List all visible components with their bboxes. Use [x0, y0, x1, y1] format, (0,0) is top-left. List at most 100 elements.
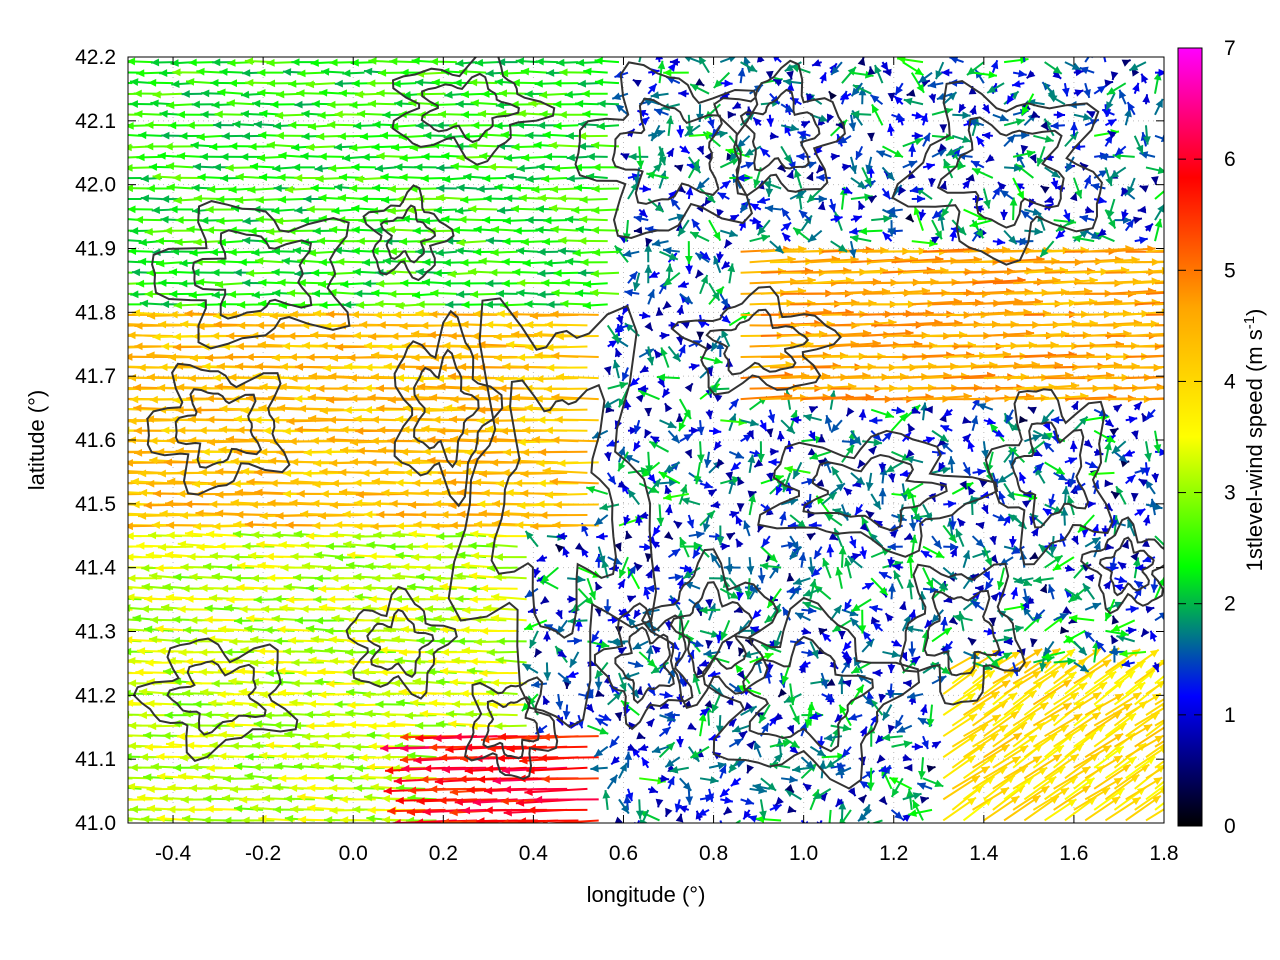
wind-arrow-head	[848, 713, 858, 721]
wind-arrow-head	[966, 755, 976, 764]
wind-arrow-head	[181, 814, 191, 823]
wind-arrow-head	[926, 765, 936, 773]
wind-arrow-head	[811, 649, 819, 659]
wind-arrow-head	[382, 689, 391, 698]
wind-arrow-head	[400, 625, 409, 634]
wind-arrow-head	[159, 794, 168, 803]
wind-arrow-head	[1170, 352, 1178, 360]
wind-arrow-head	[991, 714, 1001, 723]
wind-arrow-head	[167, 783, 176, 792]
wind-arrow-head	[476, 775, 486, 784]
wind-arrow-head	[277, 625, 286, 634]
wind-arrow-head	[329, 657, 339, 666]
wind-arrow-head	[253, 595, 262, 604]
wind-arrow-head	[318, 603, 328, 612]
wind-arrow-shaft	[128, 482, 133, 485]
wind-arrow-shaft	[1154, 698, 1164, 706]
wind-arrow-head	[137, 793, 146, 802]
wind-arrow-head	[244, 772, 253, 781]
wind-arrow-head	[383, 786, 392, 795]
wind-arrow-head	[719, 765, 727, 775]
wind-arrow-shaft	[485, 766, 547, 771]
wind-arrow-head	[619, 682, 627, 692]
wind-arrow-head	[297, 815, 307, 823]
wind-arrow-head	[1130, 605, 1139, 614]
wind-arrow-head	[820, 679, 828, 689]
wind-arrow-head	[416, 636, 425, 645]
wind-arrow-head	[614, 711, 623, 721]
wind-arrow-head	[329, 806, 338, 815]
wind-arrow-head	[834, 713, 844, 723]
wind-arrow-head	[449, 678, 458, 687]
wind-arrow-head	[201, 772, 211, 781]
wind-arrow-head	[145, 658, 154, 667]
wind-arrow-head	[752, 783, 762, 791]
wind-arrow-head	[622, 672, 632, 680]
wind-arrow-head	[250, 783, 259, 791]
wind-arrow-shaft	[539, 819, 599, 823]
wind-arrow-head	[878, 795, 887, 805]
wind-arrow-head	[717, 761, 727, 770]
wind-arrow-head	[98, 647, 106, 655]
wind-arrow-head	[1132, 692, 1142, 701]
wind-arrow-head	[345, 753, 354, 762]
wind-arrow-head	[914, 742, 923, 751]
wind-arrow-head	[1031, 671, 1041, 679]
wind-arrow-head	[664, 710, 673, 719]
wind-arrow-head	[416, 797, 425, 806]
wind-arrow-head	[105, 416, 113, 424]
wind-arrow-head	[1047, 584, 1056, 594]
wind-arrow-head	[466, 786, 475, 794]
wind-arrow-head	[144, 595, 153, 603]
wind-arrow-head	[464, 743, 473, 752]
wind-arrow-head	[529, 639, 537, 649]
wind-arrow-head	[1073, 713, 1083, 722]
wind-arrow-head	[262, 731, 271, 740]
wind-arrow-shaft	[438, 798, 498, 802]
wind-arrow-head	[490, 678, 500, 687]
wind-arrow-head	[146, 785, 155, 794]
wind-arrow-head	[162, 667, 172, 676]
wind-arrow-head	[944, 642, 953, 652]
wind-arrow-head	[917, 782, 927, 790]
wind-arrow-head	[324, 793, 334, 802]
wind-arrow-head	[128, 721, 137, 730]
wind-arrow-head	[519, 756, 528, 765]
wind-arrow-head	[372, 574, 381, 583]
wind-arrow-head	[1123, 703, 1132, 712]
wind-arrow-head	[128, 405, 129, 411]
wind-arrow-head	[899, 651, 908, 661]
wind-arrow-head	[906, 579, 915, 588]
wind-arrow-head	[398, 648, 408, 657]
wind-arrow-head	[157, 647, 166, 655]
wind-arrow-head	[221, 794, 231, 803]
wind-arrow-head	[259, 751, 268, 760]
wind-arrow-head	[1011, 651, 1021, 660]
wind-arrow-head	[332, 762, 341, 771]
wind-arrow-head	[970, 775, 980, 784]
wind-arrow-head	[381, 815, 391, 823]
wind-arrow-head	[842, 679, 852, 688]
wind-arrow-head	[624, 751, 633, 760]
wind-arrow-head	[273, 762, 283, 771]
wind-arrow-head	[983, 662, 993, 671]
wind-arrow-head	[761, 723, 769, 733]
wind-arrow-head	[700, 708, 710, 717]
wind-arrow-head	[371, 616, 380, 625]
wind-arrow-head	[434, 777, 444, 786]
wind-arrow-head	[1120, 629, 1129, 638]
wind-arrow-head	[354, 764, 364, 773]
wind-arrow-head	[677, 677, 686, 687]
wind-arrow-head	[630, 689, 639, 698]
wind-arrow-head	[423, 764, 432, 773]
wind-arrow-head	[785, 784, 794, 793]
wind-arrow-head	[188, 784, 198, 793]
wind-arrow-head	[484, 786, 493, 795]
wind-arrow-head	[157, 772, 166, 781]
wind-arrow-head	[1119, 649, 1128, 658]
wind-arrow-head	[472, 798, 482, 807]
wind-arrow-head	[540, 595, 550, 604]
wind-arrow-head	[209, 741, 218, 750]
wind-arrow-head	[727, 718, 737, 728]
